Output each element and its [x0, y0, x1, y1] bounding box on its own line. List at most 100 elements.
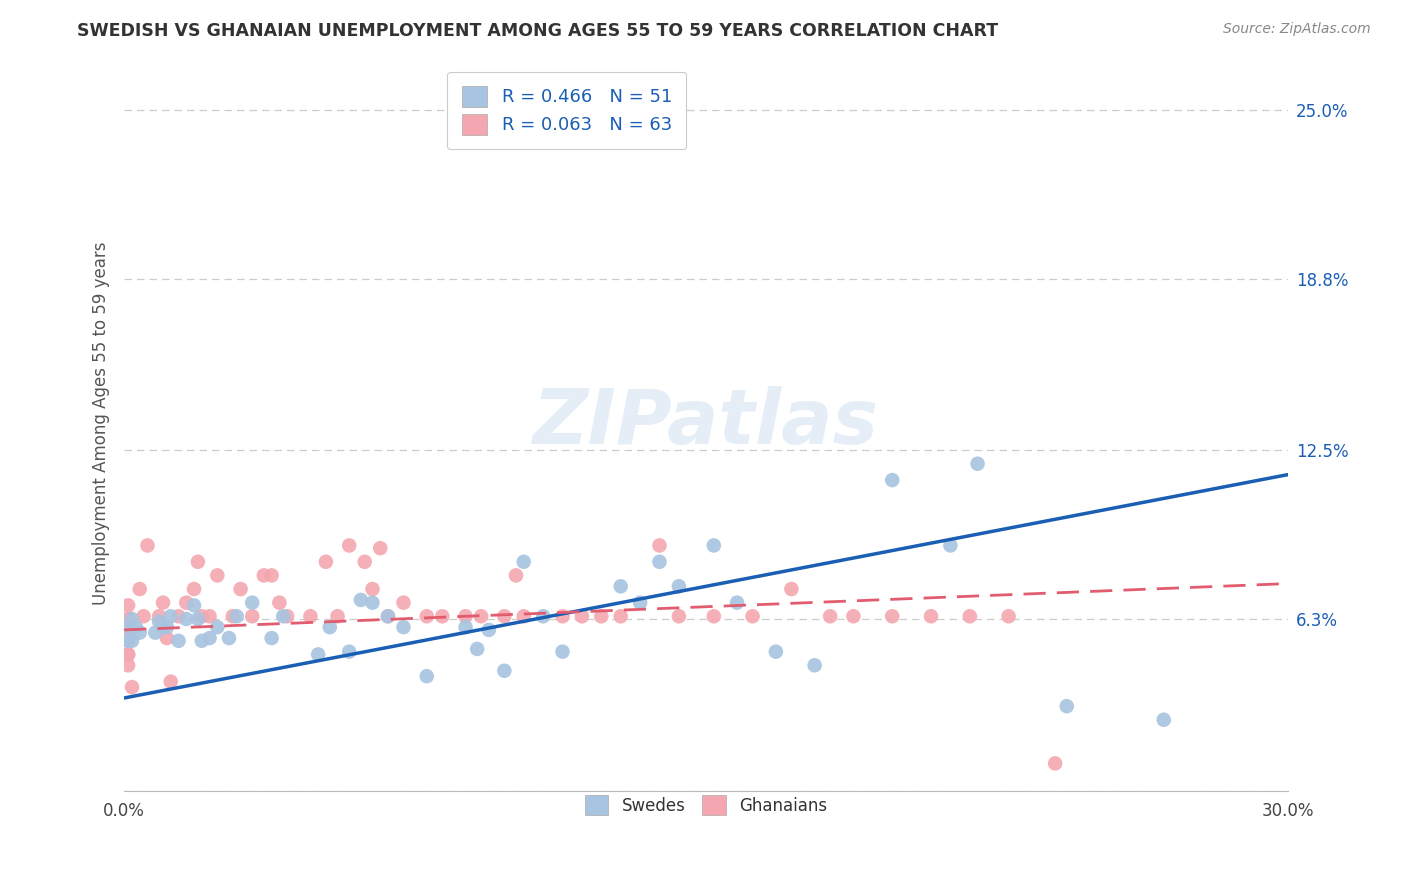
Point	[628, 596, 651, 610]
Text: ZIPatlas: ZIPatlas	[533, 386, 879, 460]
Point	[136, 538, 159, 552]
Point	[392, 620, 415, 634]
Point	[326, 609, 349, 624]
Point	[117, 599, 139, 613]
Point	[167, 609, 190, 624]
Point	[368, 541, 391, 556]
Point	[609, 579, 631, 593]
Point	[174, 612, 197, 626]
Point	[1056, 699, 1078, 714]
Point	[307, 648, 329, 662]
Point	[128, 582, 150, 596]
Point	[416, 669, 439, 683]
Point	[253, 568, 276, 582]
Point	[121, 633, 143, 648]
Point	[377, 609, 399, 624]
Point	[337, 645, 360, 659]
Point	[531, 609, 554, 624]
Point	[648, 538, 671, 552]
Point	[818, 609, 841, 624]
Point	[222, 609, 245, 624]
Point	[416, 609, 439, 624]
Point	[117, 648, 139, 662]
Point	[225, 609, 247, 624]
Point	[361, 596, 384, 610]
Point	[187, 555, 209, 569]
Point	[454, 620, 477, 634]
Point	[703, 609, 725, 624]
Point	[117, 658, 139, 673]
Text: SWEDISH VS GHANAIAN UNEMPLOYMENT AMONG AGES 55 TO 59 YEARS CORRELATION CHART: SWEDISH VS GHANAIAN UNEMPLOYMENT AMONG A…	[77, 22, 998, 40]
Point	[551, 645, 574, 659]
Point	[156, 631, 179, 645]
Point	[513, 555, 536, 569]
Point	[337, 538, 360, 552]
Point	[432, 609, 454, 624]
Point	[117, 633, 139, 648]
Point	[315, 555, 337, 569]
Point	[997, 609, 1019, 624]
Point	[117, 633, 139, 648]
Point	[350, 593, 373, 607]
Point	[959, 609, 981, 624]
Point	[882, 609, 904, 624]
Text: Source: ZipAtlas.com: Source: ZipAtlas.com	[1223, 22, 1371, 37]
Point	[494, 664, 516, 678]
Point	[377, 609, 399, 624]
Point	[132, 609, 155, 624]
Point	[271, 609, 294, 624]
Point	[152, 596, 174, 610]
Point	[505, 568, 527, 582]
Point	[143, 625, 166, 640]
Point	[513, 609, 536, 624]
Point	[882, 473, 904, 487]
Point	[167, 633, 190, 648]
Point	[765, 645, 787, 659]
Point	[117, 648, 139, 662]
Point	[353, 555, 375, 569]
Point	[117, 612, 139, 626]
Point	[240, 609, 263, 624]
Point	[207, 620, 229, 634]
Point	[117, 623, 139, 637]
Point	[648, 555, 671, 569]
Point	[725, 596, 748, 610]
Point	[939, 538, 962, 552]
Point	[454, 609, 477, 624]
Point	[319, 620, 342, 634]
Point	[966, 457, 988, 471]
Point	[269, 596, 291, 610]
Point	[465, 642, 488, 657]
Point	[148, 615, 170, 629]
Point	[187, 612, 209, 626]
Point	[174, 596, 197, 610]
Point	[551, 609, 574, 624]
Point	[159, 674, 181, 689]
Point	[470, 609, 492, 624]
Point	[703, 538, 725, 552]
Point	[478, 623, 501, 637]
Point	[121, 612, 143, 626]
Point	[780, 582, 803, 596]
Point	[361, 582, 384, 596]
Point	[260, 631, 283, 645]
Point	[152, 620, 174, 634]
Point	[741, 609, 763, 624]
Point	[591, 609, 613, 624]
Point	[668, 609, 690, 624]
Point	[1043, 756, 1066, 771]
Point	[117, 633, 139, 648]
Point	[191, 633, 214, 648]
Point	[117, 612, 139, 626]
Point	[148, 609, 170, 624]
Point	[571, 609, 593, 624]
Point	[1153, 713, 1175, 727]
Point	[842, 609, 865, 624]
Point	[159, 609, 181, 624]
Point	[920, 609, 942, 624]
Point	[668, 579, 690, 593]
Point	[198, 609, 221, 624]
Point	[117, 620, 139, 634]
Point	[183, 599, 205, 613]
Point	[207, 568, 229, 582]
